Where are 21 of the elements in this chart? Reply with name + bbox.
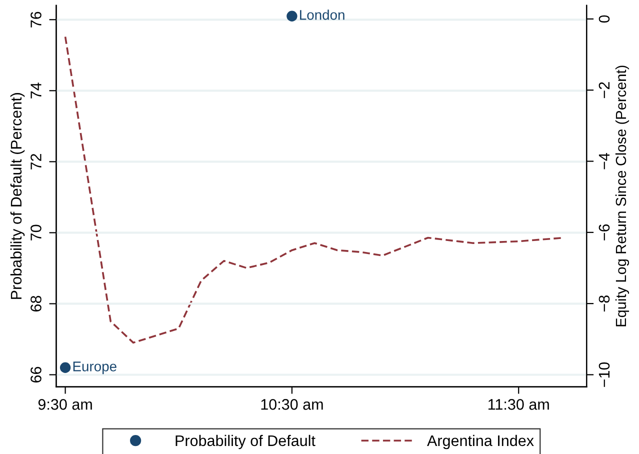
legend-label: Argentina Index [427, 434, 534, 450]
y2-tick-label: −4 [598, 153, 610, 170]
y2-tick-label: −2 [598, 82, 610, 98]
x-tick-label: 11:30 am [488, 399, 549, 410]
x-tick-label: 10:30 am [261, 399, 323, 410]
y2-tick-label: −8 [598, 296, 610, 312]
annotation: London [300, 10, 344, 20]
legend-label: Probability of Default [176, 434, 316, 450]
y2-tick-label: −6 [598, 224, 610, 240]
y-tick-label: 74 [30, 82, 42, 98]
y-tick-label: 70 [30, 224, 42, 240]
y2-tick-label: −10 [598, 362, 610, 387]
y2-tick-label: 0 [598, 15, 610, 23]
y-tick-label: 72 [30, 154, 42, 170]
y-tick-label: 68 [30, 296, 42, 312]
y2-axis-title: Equity Log Return Since Close (Percent) [615, 66, 630, 326]
annotation: Europe [73, 362, 116, 374]
y-tick-label: 66 [30, 366, 42, 382]
y-axis-title: Probability of Default (Percent) [10, 93, 25, 299]
x-tick-label: 9:30 am [38, 399, 92, 410]
y-tick-label: 76 [30, 12, 42, 28]
